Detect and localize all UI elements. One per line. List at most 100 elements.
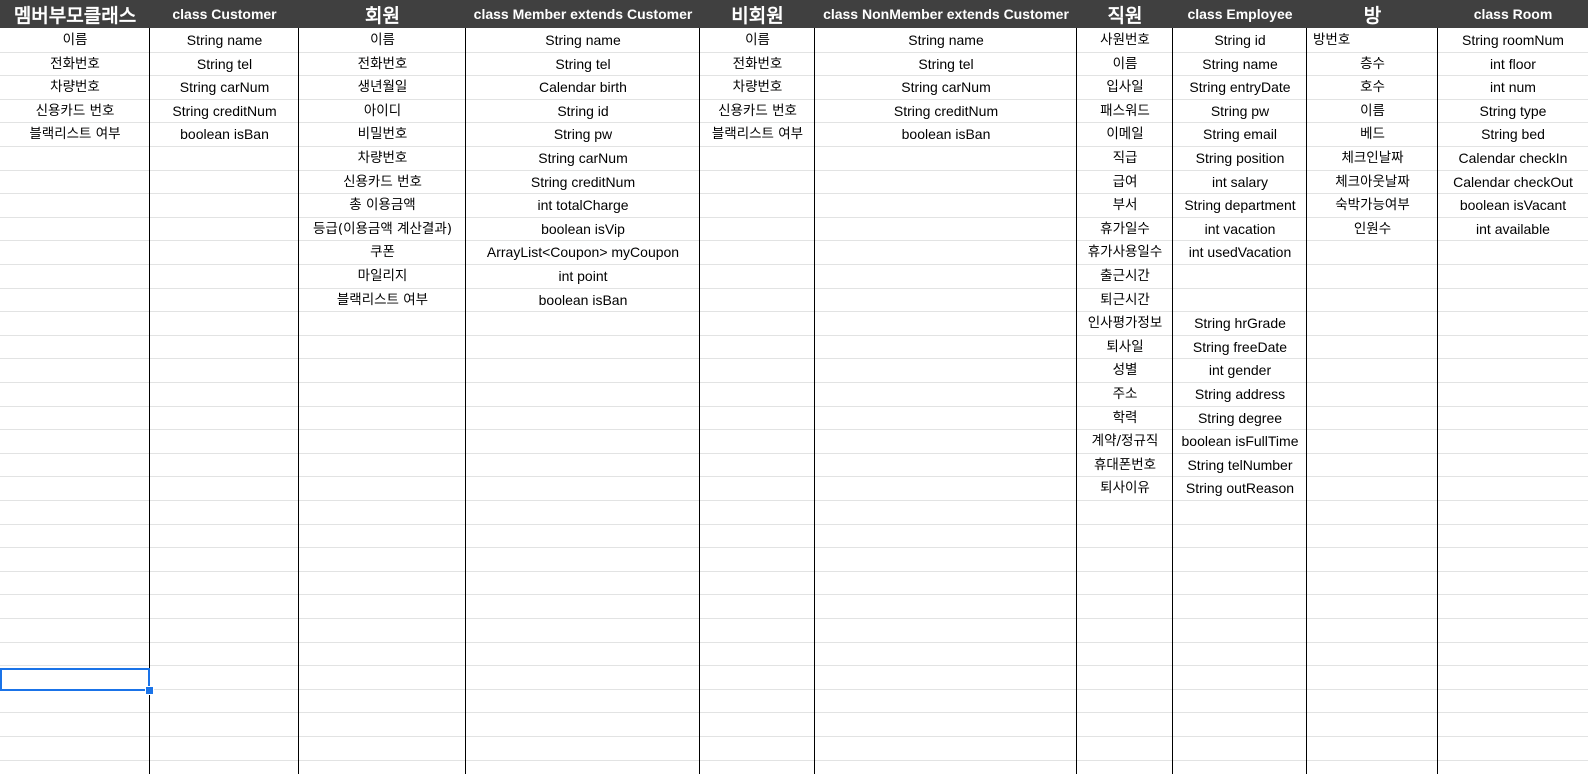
- cell-i10[interactable]: 인원수: [1353, 220, 1392, 237]
- cell-j3[interactable]: int floor: [1490, 55, 1536, 72]
- cell-j9[interactable]: boolean isVacant: [1459, 197, 1567, 214]
- cell-h10[interactable]: int vacation: [1204, 220, 1276, 237]
- cell-g2[interactable]: 사원번호: [1100, 32, 1150, 48]
- cell-c12[interactable]: 마일리지: [357, 268, 408, 284]
- column-header-e[interactable]: 비회원: [731, 4, 784, 27]
- cell-a4[interactable]: 차량번호: [50, 79, 100, 96]
- cell-i3[interactable]: 층수: [1360, 55, 1385, 72]
- cell-d10[interactable]: boolean isVip: [541, 220, 625, 237]
- cell-j4[interactable]: int num: [1490, 79, 1536, 96]
- cell-g6[interactable]: 이메일: [1106, 126, 1144, 143]
- cell-b3[interactable]: String tel: [196, 55, 253, 72]
- cell-g17[interactable]: 주소: [1112, 386, 1138, 402]
- cell-d8[interactable]: String creditNum: [530, 173, 636, 190]
- cell-i6[interactable]: 베드: [1360, 126, 1385, 143]
- column-header-i[interactable]: 방: [1363, 4, 1382, 27]
- column-header-h[interactable]: class Employee: [1187, 6, 1293, 22]
- cell-g19[interactable]: 계약/정규직: [1091, 433, 1159, 450]
- cell-g5[interactable]: 패스워드: [1100, 102, 1150, 119]
- cell-d4[interactable]: Calendar birth: [539, 79, 627, 96]
- cell-g8[interactable]: 급여: [1112, 173, 1138, 190]
- cell-a2[interactable]: 이름: [62, 32, 88, 48]
- cell-c8[interactable]: 신용카드 번호: [343, 173, 422, 190]
- cell-b4[interactable]: String carNum: [179, 79, 270, 96]
- cell-g12[interactable]: 출근시간: [1100, 268, 1150, 284]
- cell-h6[interactable]: String email: [1203, 126, 1277, 143]
- cell-d7[interactable]: String carNum: [538, 150, 628, 166]
- cell-h19[interactable]: boolean isFullTime: [1181, 433, 1299, 450]
- cell-d13[interactable]: boolean isBan: [538, 291, 628, 308]
- cell-h9[interactable]: String department: [1184, 197, 1296, 214]
- cell-h4[interactable]: String entryDate: [1189, 79, 1291, 96]
- cell-h3[interactable]: String name: [1202, 55, 1278, 72]
- cell-c13[interactable]: 블랙리스트 여부: [336, 291, 429, 308]
- cell-h8[interactable]: int salary: [1211, 173, 1269, 190]
- cell-c11[interactable]: 쿠폰: [370, 244, 395, 261]
- cell-d6[interactable]: String pw: [553, 126, 613, 143]
- column-header-b[interactable]: class Customer: [172, 6, 277, 22]
- cell-g9[interactable]: 부서: [1112, 197, 1138, 214]
- cell-i2[interactable]: 방번호: [1313, 32, 1351, 48]
- cell-g15[interactable]: 퇴사일: [1106, 338, 1144, 355]
- cell-b6[interactable]: boolean isBan: [180, 126, 269, 143]
- cell-g3[interactable]: 이름: [1112, 55, 1138, 72]
- cell-h16[interactable]: int gender: [1208, 362, 1272, 379]
- cell-g18[interactable]: 학력: [1112, 409, 1138, 426]
- cell-h7[interactable]: String position: [1195, 150, 1285, 166]
- cell-j8[interactable]: Calendar checkOut: [1453, 173, 1573, 190]
- cell-g13[interactable]: 퇴근시간: [1100, 291, 1150, 308]
- cell-c9[interactable]: 총 이용금액: [349, 197, 416, 214]
- cell-e2[interactable]: 이름: [745, 32, 770, 48]
- cell-h5[interactable]: String pw: [1210, 102, 1270, 119]
- cell-g16[interactable]: 성별: [1112, 362, 1138, 379]
- cell-j10[interactable]: int available: [1476, 220, 1550, 237]
- column-header-a[interactable]: 멤버부모클래스: [13, 4, 137, 27]
- cell-f2[interactable]: String name: [908, 32, 984, 48]
- fill-handle[interactable]: [145, 686, 154, 695]
- cell-a3[interactable]: 전화번호: [50, 55, 100, 72]
- cell-e6[interactable]: 블랙리스트 여부: [711, 126, 804, 143]
- cell-a5[interactable]: 신용카드 번호: [35, 102, 115, 119]
- cell-e5[interactable]: 신용카드 번호: [718, 102, 797, 119]
- cell-b2[interactable]: String name: [186, 32, 263, 48]
- cell-h11[interactable]: int usedVacation: [1188, 244, 1292, 261]
- column-header-g[interactable]: 직원: [1107, 4, 1143, 27]
- cell-g7[interactable]: 직급: [1112, 150, 1138, 166]
- cell-g10[interactable]: 휴가일수: [1100, 220, 1150, 237]
- cell-d3[interactable]: String tel: [555, 55, 611, 72]
- cell-j7[interactable]: Calendar checkIn: [1458, 150, 1568, 166]
- cell-b5[interactable]: String creditNum: [172, 102, 277, 119]
- cell-f3[interactable]: String tel: [918, 55, 974, 72]
- cell-f4[interactable]: String carNum: [901, 79, 991, 96]
- cell-f5[interactable]: String creditNum: [893, 102, 999, 119]
- cell-d11[interactable]: ArrayList<Coupon> myCoupon: [486, 244, 680, 261]
- cell-i9[interactable]: 숙박가능여부: [1335, 197, 1410, 214]
- cell-c5[interactable]: 아이디: [363, 102, 402, 119]
- cell-c10[interactable]: 등급(이용금액 계산결과): [312, 220, 453, 237]
- cell-h2[interactable]: String id: [1214, 32, 1266, 48]
- cell-j6[interactable]: String bed: [1481, 126, 1545, 143]
- selected-cell[interactable]: [0, 668, 150, 691]
- cell-h21[interactable]: String outReason: [1185, 480, 1295, 497]
- column-header-f[interactable]: class NonMember extends Customer: [823, 6, 1069, 22]
- cell-d2[interactable]: String name: [545, 32, 621, 48]
- cell-i8[interactable]: 체크아웃날짜: [1335, 173, 1410, 190]
- cell-h15[interactable]: String freeDate: [1192, 338, 1288, 355]
- cell-h17[interactable]: String address: [1194, 386, 1286, 402]
- column-header-d[interactable]: class Member extends Customer: [473, 6, 693, 22]
- cell-c2[interactable]: 이름: [370, 32, 395, 48]
- cell-j2[interactable]: String roomNum: [1462, 32, 1564, 48]
- cell-c7[interactable]: 차량번호: [357, 150, 408, 166]
- cell-e4[interactable]: 차량번호: [732, 79, 783, 96]
- cell-i4[interactable]: 호수: [1360, 79, 1385, 96]
- cell-f6[interactable]: boolean isBan: [901, 126, 991, 143]
- cell-d9[interactable]: int totalCharge: [537, 197, 629, 214]
- cell-d12[interactable]: int point: [558, 268, 608, 284]
- cell-h14[interactable]: String hrGrade: [1194, 315, 1286, 332]
- cell-a6[interactable]: 블랙리스트 여부: [29, 126, 121, 143]
- column-header-j[interactable]: class Room: [1473, 6, 1553, 22]
- cell-c6[interactable]: 비밀번호: [357, 126, 408, 143]
- cell-e3[interactable]: 전화번호: [732, 55, 783, 72]
- column-header-c[interactable]: 회원: [365, 4, 400, 27]
